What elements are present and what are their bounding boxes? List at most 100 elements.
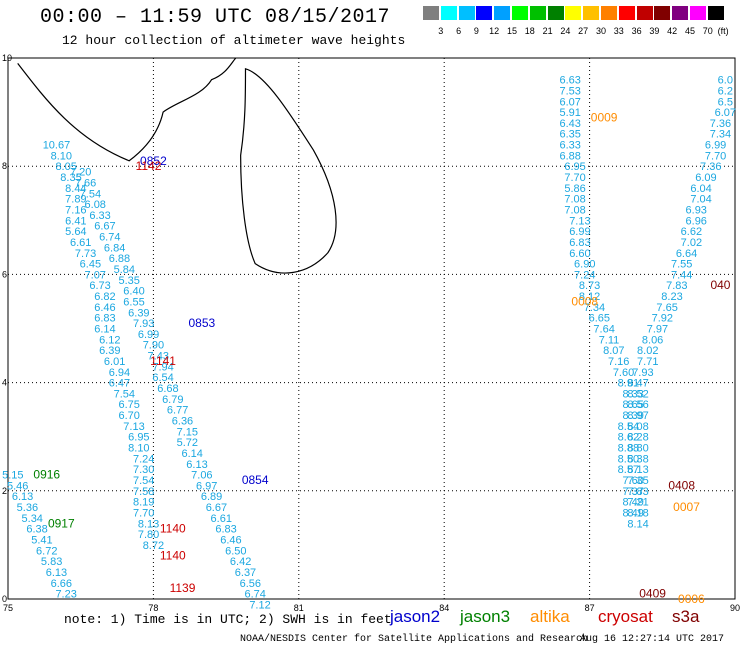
footer-note: note: 1) Time is in UTC; 2) SWH is in fe… <box>64 612 392 627</box>
wave-height-value: 8.06 <box>642 334 663 346</box>
colorbar-swatch <box>618 6 635 20</box>
wave-height-value: 7.54 <box>133 475 154 487</box>
pass-time-label: 0916 <box>33 468 60 482</box>
wave-height-value: 6.99 <box>705 140 726 152</box>
wave-height-value: 6.09 <box>695 172 716 184</box>
wave-height-value: 6.83 <box>215 524 236 536</box>
colorbar-tick-label: 70 <box>702 26 713 36</box>
wave-height-value: 6.13 <box>12 491 33 503</box>
colorbar-swatch <box>636 6 653 20</box>
colorbar-swatch <box>707 6 724 20</box>
y-tick-label: 2 <box>2 486 7 496</box>
wave-height-value: 6.95 <box>564 161 585 173</box>
wave-height-value: 6.14 <box>181 448 202 460</box>
wave-height-value: 7.94 <box>152 361 173 373</box>
wave-height-value: 6.40 <box>123 286 144 298</box>
colorbar-unit: (ft) <box>717 26 729 36</box>
wave-height-value: 7.15 <box>177 426 198 438</box>
wave-height-value: 8.13 <box>138 518 159 530</box>
colorbar-swatch <box>494 6 511 20</box>
wave-height-value: 7.13 <box>569 215 590 227</box>
legend-jason3: jason3 <box>460 607 511 626</box>
colorbar-swatch <box>458 6 475 20</box>
wave-height-value: 6.35 <box>560 129 581 141</box>
wave-height-value: 6.46 <box>94 302 115 314</box>
x-tick-label: 84 <box>439 603 449 613</box>
wave-height-value: 6.74 <box>244 589 265 601</box>
wave-height-value: 6.64 <box>676 248 697 260</box>
colorbar-swatch <box>423 6 439 20</box>
wave-height-value: 8.05 <box>55 161 76 173</box>
wave-height-value: 6.01 <box>104 356 125 368</box>
wave-height-value: 7.92 <box>652 313 673 325</box>
wave-height-value: 8.23 <box>661 291 682 303</box>
wave-height-value: 6.54 <box>152 372 173 384</box>
wave-height-value: 6.39 <box>128 307 149 319</box>
wave-height-value: 7.07 <box>85 269 106 281</box>
x-tick-label: 87 <box>585 603 595 613</box>
wave-height-value: 7.89 <box>65 194 86 206</box>
colorbar-swatch <box>529 6 546 20</box>
x-tick-label: 75 <box>3 603 13 613</box>
wave-height-value: 7.02 <box>681 237 702 249</box>
wave-height-value: 7.11 <box>599 334 620 346</box>
wave-height-value: 5.64 <box>65 226 86 238</box>
wave-height-value: 8.72 <box>143 540 164 552</box>
wave-height-value: 7.83 <box>666 280 687 292</box>
wave-height-value: 7.70 <box>705 150 726 162</box>
wave-height-value: 5.91 <box>560 107 581 119</box>
wave-height-value: 6.99 <box>569 226 590 238</box>
wave-height-value: 6.62 <box>681 226 702 238</box>
footer-timestamp: Aug 16 12:27:14 UTC 2017 <box>580 634 725 645</box>
wave-height-value: 7.36 <box>700 161 721 173</box>
wave-height-value: 6.68 <box>157 383 178 395</box>
colorbar-swatch <box>547 6 564 20</box>
wave-height-value: 7.24 <box>574 269 595 281</box>
wave-height-value: 8.73 <box>579 280 600 292</box>
wave-height-value: 7.73 <box>75 248 96 260</box>
wave-height-value: 6.50 <box>225 545 246 557</box>
pass-time-label: 0008 <box>571 294 598 308</box>
wave-height-value: 7.13 <box>123 421 144 433</box>
wave-height-value: 7.21 <box>627 497 648 509</box>
wave-height-value: 6.13 <box>186 459 207 471</box>
wave-height-value: 6.07 <box>715 107 736 119</box>
pass-time-label: 0408 <box>668 478 695 492</box>
wave-height-value: 8.44 <box>65 183 86 195</box>
pass-time-label: 0009 <box>591 111 618 125</box>
wave-height-value: 6.42 <box>230 556 251 568</box>
colorbar-tick-label: 12 <box>489 26 500 36</box>
wave-height-value: 8.62 <box>618 432 639 444</box>
pass-time-label: 0854 <box>242 473 269 487</box>
colorbar-tick-label: 21 <box>542 26 553 36</box>
wave-height-value: 6.95 <box>128 432 149 444</box>
pass-time-label: 1139 <box>170 581 196 595</box>
y-tick-label: 4 <box>2 378 7 388</box>
wave-height-value: 8.02 <box>637 345 658 357</box>
wave-height-value: 6.82 <box>94 291 115 303</box>
wave-height-value: 6.83 <box>94 313 115 325</box>
wave-height-value: 8.39 <box>623 410 644 422</box>
wave-height-value: 6.96 <box>686 215 707 227</box>
pass-time-label: 1142 <box>136 159 162 173</box>
x-tick-label: 90 <box>730 603 740 613</box>
wave-height-value: 6.77 <box>167 405 188 417</box>
wave-height-value: 8.88 <box>618 443 639 455</box>
colorbar-swatch <box>672 6 689 20</box>
pass-time-label: 0917 <box>48 516 75 530</box>
wave-height-value: 7.37 <box>623 486 644 498</box>
wave-height-value: 6.14 <box>94 324 115 336</box>
wave-height-value: 5.84 <box>114 264 135 276</box>
wave-height-value: 6.61 <box>211 513 232 525</box>
wave-height-value: 7.53 <box>560 85 581 97</box>
wave-height-value: 6.37 <box>235 567 256 579</box>
wave-height-value: 5.46 <box>7 480 28 492</box>
wave-height-value: 6.36 <box>172 415 193 427</box>
wave-height-value: 7.54 <box>80 188 101 200</box>
wave-height-value: 5.86 <box>564 183 585 195</box>
colorbar-swatch <box>476 6 493 20</box>
wave-height-value: 8.49 <box>623 507 644 519</box>
wave-height-value: 6.83 <box>569 237 590 249</box>
wave-height-value: 5.35 <box>118 275 139 287</box>
